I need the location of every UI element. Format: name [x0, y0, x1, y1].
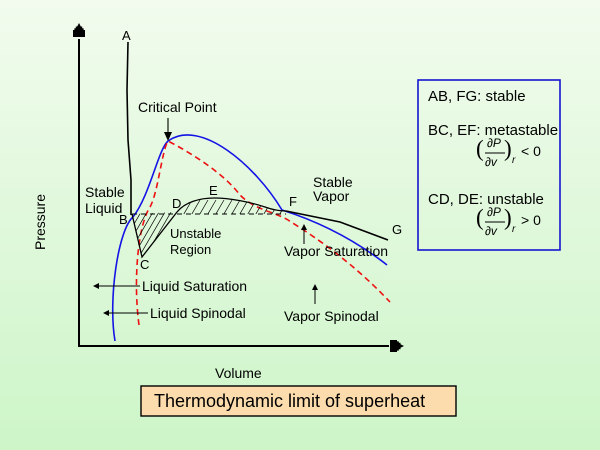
svg-text:D: D [172, 196, 181, 211]
svg-text:A: A [122, 28, 131, 43]
svg-text:Liquid Spinodal: Liquid Spinodal [150, 305, 246, 321]
svg-text:Liquid: Liquid [85, 200, 122, 216]
svg-text:F: F [289, 194, 297, 209]
svg-text:∂v: ∂v [485, 224, 498, 238]
svg-text:): ) [504, 205, 512, 230]
svg-text:Thermodynamic limit of superhe: Thermodynamic limit of superheat [154, 391, 425, 411]
svg-text:Stable: Stable [85, 184, 125, 200]
svg-text:∂P: ∂P [487, 205, 501, 219]
svg-text:Region: Region [170, 242, 211, 257]
svg-text:E: E [209, 183, 218, 198]
svg-text:∂v: ∂v [485, 155, 498, 169]
svg-text:CD, DE: unstable: CD, DE: unstable [428, 191, 544, 208]
svg-text:(: ( [476, 205, 484, 230]
svg-text:Pressure: Pressure [32, 194, 48, 250]
svg-text:r: r [512, 224, 516, 235]
svg-text:∂P: ∂P [487, 136, 501, 150]
svg-text:r: r [512, 155, 516, 166]
svg-text:Volume: Volume [215, 365, 262, 381]
svg-text:Vapor Saturation: Vapor Saturation [284, 243, 388, 259]
svg-text:(: ( [476, 136, 484, 161]
svg-text:Vapor Spinodal: Vapor Spinodal [284, 308, 379, 324]
svg-text:C: C [140, 257, 149, 272]
svg-text:Liquid Saturation: Liquid Saturation [142, 278, 247, 294]
svg-text:Critical Point: Critical Point [138, 99, 217, 115]
svg-text:> 0: > 0 [521, 212, 541, 228]
svg-text:Vapor: Vapor [313, 188, 350, 204]
svg-text:< 0: < 0 [521, 143, 541, 159]
svg-text:): ) [504, 136, 512, 161]
svg-text:G: G [392, 222, 402, 237]
svg-text:Unstable: Unstable [170, 226, 221, 241]
svg-text:AB, FG: stable: AB, FG: stable [428, 88, 526, 105]
